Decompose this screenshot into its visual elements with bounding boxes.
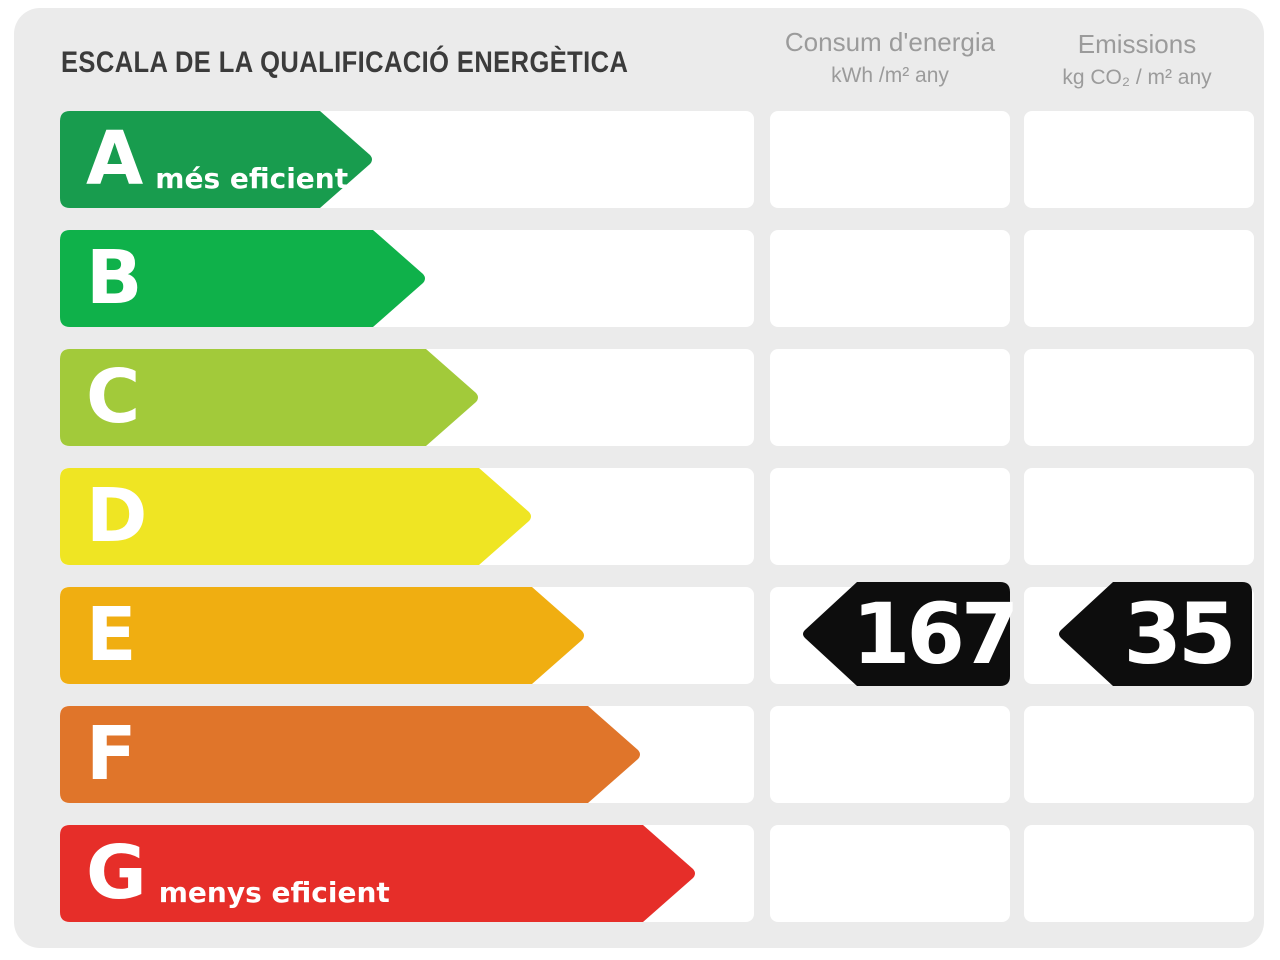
emissions-cell	[1024, 111, 1254, 208]
arrow-shape	[60, 706, 640, 803]
consumption-header-name: Consum d'energia	[784, 27, 996, 57]
rating-letter: F	[86, 711, 137, 797]
emissions-cell	[1024, 230, 1254, 327]
arrow-shape	[60, 230, 425, 327]
consumption-cell	[770, 706, 1010, 803]
scale-row-f: F	[14, 706, 1280, 803]
emissions-value: 35	[1123, 585, 1237, 683]
scale-row-a: A més eficient	[14, 111, 1280, 208]
arrow-shape	[60, 349, 478, 446]
arrow-shape	[60, 468, 531, 565]
rating-arrow-g	[60, 825, 695, 922]
emissions-header-unit: kg CO₂ / m² any	[1062, 66, 1212, 89]
consumption-value: 167	[852, 585, 1019, 683]
bar-content: A més eficient	[60, 111, 348, 208]
rating-letter: B	[86, 235, 143, 321]
rating-letter: C	[86, 354, 141, 440]
rating-arrow-d	[60, 468, 531, 565]
consumption-cell	[770, 825, 1010, 922]
rating-note: més eficient	[155, 162, 349, 195]
rating-letter: E	[86, 592, 137, 678]
scale-row-c: C	[14, 349, 1280, 446]
scale-row-b: B	[14, 230, 1280, 327]
rating-arrow-e	[60, 587, 584, 684]
rating-letter: D	[86, 473, 148, 559]
consumption-cell	[770, 349, 1010, 446]
consumption-header-unit: kWh /m² any	[831, 64, 949, 87]
scale-row-e: E 167 35	[14, 582, 1280, 686]
rating-arrow-f	[60, 706, 640, 803]
page-title: ESCALA DE LA QUALIFICACIÓ ENERGÈTICA	[61, 46, 629, 79]
bar-content: F	[60, 706, 149, 803]
rating-letter: G	[86, 830, 147, 916]
bar-content: E	[60, 587, 149, 684]
consumption-cell	[770, 111, 1010, 208]
scale-row-g: G menys eficient	[14, 825, 1280, 922]
emissions-cell	[1024, 349, 1254, 446]
certificate-card: ESCALA DE LA QUALIFICACIÓ ENERGÈTICA Con…	[14, 8, 1264, 948]
arrow-shape	[60, 111, 372, 208]
emissions-header-name: Emissions	[1077, 29, 1197, 59]
consumption-cell	[770, 230, 1010, 327]
rating-letter: A	[86, 116, 144, 202]
emissions-value-badge: 35	[1056, 582, 1252, 686]
bar-content: C	[60, 349, 152, 446]
rating-note: menys eficient	[158, 876, 390, 909]
emissions-cell	[1024, 825, 1254, 922]
left-arrow-icon	[803, 582, 1010, 686]
emissions-cell	[1024, 706, 1254, 803]
consumption-value-badge: 167	[800, 582, 1019, 686]
badge-arrow-shape	[803, 582, 1010, 686]
bar-content: G menys eficient	[60, 825, 390, 922]
emissions-cell	[1024, 468, 1254, 565]
bar-content: D	[60, 468, 159, 565]
scale-row-d: D	[14, 468, 1280, 565]
bar-content: B	[60, 230, 154, 327]
consumption-cell	[770, 468, 1010, 565]
arrow-shape	[60, 587, 584, 684]
rating-arrow-a	[60, 111, 372, 208]
consumption-column-header: Consum d'energia kWh /m² any	[770, 28, 1010, 88]
emissions-column-header: Emissions kg CO₂ / m² any	[1020, 30, 1254, 90]
left-arrow-icon	[1059, 582, 1252, 686]
badge-arrow-shape	[1059, 582, 1252, 686]
rating-arrow-c	[60, 349, 478, 446]
rating-arrow-b	[60, 230, 425, 327]
arrow-shape	[60, 825, 695, 922]
